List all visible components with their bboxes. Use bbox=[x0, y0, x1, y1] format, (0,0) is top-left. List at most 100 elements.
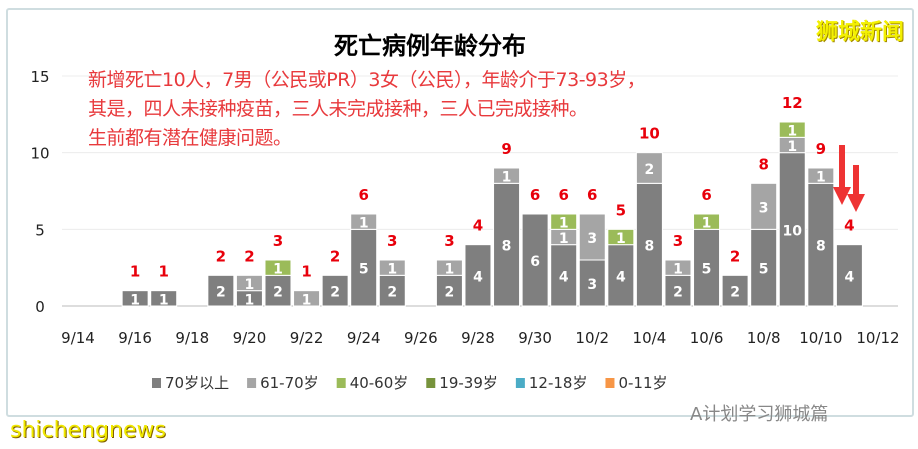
bar-segment bbox=[378, 259, 406, 276]
total-label: 9 bbox=[501, 140, 511, 158]
total-label: 1 bbox=[301, 263, 311, 281]
segment-label: 1 bbox=[359, 216, 369, 232]
x-tick-label: 9/28 bbox=[461, 329, 495, 347]
x-tick-label: 9/18 bbox=[175, 329, 209, 347]
bar-segment bbox=[550, 213, 578, 230]
legend-label: 40-60岁 bbox=[350, 374, 409, 392]
bar-segment bbox=[835, 244, 863, 307]
x-tick-label: 9/24 bbox=[347, 329, 381, 347]
total-label: 3 bbox=[673, 232, 683, 250]
total-label: 6 bbox=[358, 186, 368, 204]
segment-label: 2 bbox=[330, 285, 340, 301]
y-tick-label: 0 bbox=[35, 298, 45, 316]
total-label: 6 bbox=[701, 186, 711, 204]
segment-label: 2 bbox=[645, 162, 655, 178]
x-tick-label: 10/2 bbox=[575, 329, 609, 347]
total-label: 2 bbox=[330, 247, 340, 265]
segment-label: 1 bbox=[559, 231, 569, 247]
total-label: 1 bbox=[158, 263, 168, 281]
segment-label: 2 bbox=[730, 285, 740, 301]
segment-label: 8 bbox=[645, 239, 655, 255]
segment-label: 4 bbox=[473, 269, 483, 285]
segment-label: 5 bbox=[759, 262, 769, 278]
bar-segment bbox=[578, 213, 606, 261]
segment-label: 1 bbox=[445, 262, 455, 278]
segment-label: 2 bbox=[445, 285, 455, 301]
legend-swatch bbox=[515, 378, 525, 388]
segment-label: 1 bbox=[302, 292, 312, 308]
segment-label: 1 bbox=[816, 170, 826, 186]
bar-segment bbox=[778, 121, 806, 138]
annotation-line: 其是，四人未接种疫苗，三人未完成接种，三人已完成接种。 bbox=[88, 98, 588, 120]
bar-segment bbox=[293, 290, 321, 307]
segment-label: 3 bbox=[587, 277, 597, 293]
total-label: 6 bbox=[530, 186, 540, 204]
legend-label: 70岁以上 bbox=[165, 374, 229, 392]
bar-segment bbox=[350, 213, 378, 230]
segment-label: 2 bbox=[216, 285, 226, 301]
bar-segment bbox=[664, 259, 692, 276]
total-label: 2 bbox=[244, 247, 254, 265]
bar-segment bbox=[493, 167, 521, 184]
total-label: 3 bbox=[444, 232, 454, 250]
total-label: 2 bbox=[730, 247, 740, 265]
segment-label: 8 bbox=[502, 239, 512, 255]
segment-label: 8 bbox=[816, 239, 826, 255]
segment-label: 1 bbox=[502, 170, 512, 186]
legend-swatch bbox=[426, 378, 436, 388]
y-tick-label: 10 bbox=[30, 145, 49, 163]
y-tick-label: 15 bbox=[30, 68, 49, 86]
arrow-icon bbox=[833, 145, 851, 205]
legend-label: 0-11岁 bbox=[618, 374, 667, 392]
bar-segment bbox=[578, 259, 606, 307]
segment-label: 4 bbox=[616, 269, 626, 285]
segment-label: 4 bbox=[845, 269, 855, 285]
watermark-source: A计划学习狮城篇 bbox=[690, 404, 829, 425]
total-label: 4 bbox=[844, 217, 854, 235]
total-label: 9 bbox=[816, 140, 826, 158]
chart-title: 死亡病例年龄分布 bbox=[334, 32, 526, 60]
x-tick-label: 9/22 bbox=[290, 329, 324, 347]
x-tick-label: 10/10 bbox=[799, 329, 842, 347]
total-label: 4 bbox=[473, 217, 483, 235]
segment-label: 1 bbox=[787, 139, 797, 155]
bar-segment bbox=[235, 274, 263, 292]
segment-label: 2 bbox=[273, 285, 283, 301]
bar-segment bbox=[435, 274, 463, 307]
bar-segment bbox=[321, 274, 349, 307]
annotation-line: 生前都有潜在健康问题。 bbox=[88, 127, 292, 149]
segment-label: 1 bbox=[245, 292, 255, 308]
total-label: 1 bbox=[130, 263, 140, 281]
arrow-icon bbox=[847, 165, 865, 212]
bar-segment bbox=[750, 228, 778, 307]
segment-label: 1 bbox=[130, 292, 140, 308]
x-tick-label: 10/12 bbox=[856, 329, 899, 347]
x-tick-label: 9/26 bbox=[404, 329, 438, 347]
segment-label: 1 bbox=[159, 292, 169, 308]
segment-label: 1 bbox=[245, 277, 255, 293]
annotation-line: 新增死亡10人，7男（公民或PR）3女（公民），年龄介于73-93岁， bbox=[88, 69, 646, 91]
segment-label: 1 bbox=[559, 216, 569, 232]
total-label: 2 bbox=[216, 247, 226, 265]
total-label: 3 bbox=[273, 232, 283, 250]
total-label: 5 bbox=[616, 201, 626, 219]
bar-segment bbox=[264, 259, 292, 276]
x-tick-label: 10/8 bbox=[747, 329, 781, 347]
total-label: 3 bbox=[387, 232, 397, 250]
bar-segment bbox=[607, 228, 635, 246]
legend-swatch bbox=[152, 378, 161, 388]
segment-label: 5 bbox=[359, 262, 369, 278]
chart-annotation: 新增死亡10人，7男（公民或PR）3女（公民），年龄介于73-93岁， 其是，四… bbox=[88, 66, 646, 153]
bar-segment bbox=[693, 213, 721, 230]
segment-label: 1 bbox=[673, 262, 683, 278]
bar-segment bbox=[635, 152, 663, 184]
y-tick-label: 5 bbox=[35, 221, 45, 239]
x-tick-label: 9/20 bbox=[233, 329, 267, 347]
segment-label: 4 bbox=[559, 269, 569, 285]
bar-segment bbox=[121, 290, 149, 307]
x-tick-label: 9/16 bbox=[118, 329, 152, 347]
total-label: 10 bbox=[639, 125, 660, 143]
total-label: 6 bbox=[558, 186, 568, 204]
bar-segment bbox=[750, 182, 778, 230]
